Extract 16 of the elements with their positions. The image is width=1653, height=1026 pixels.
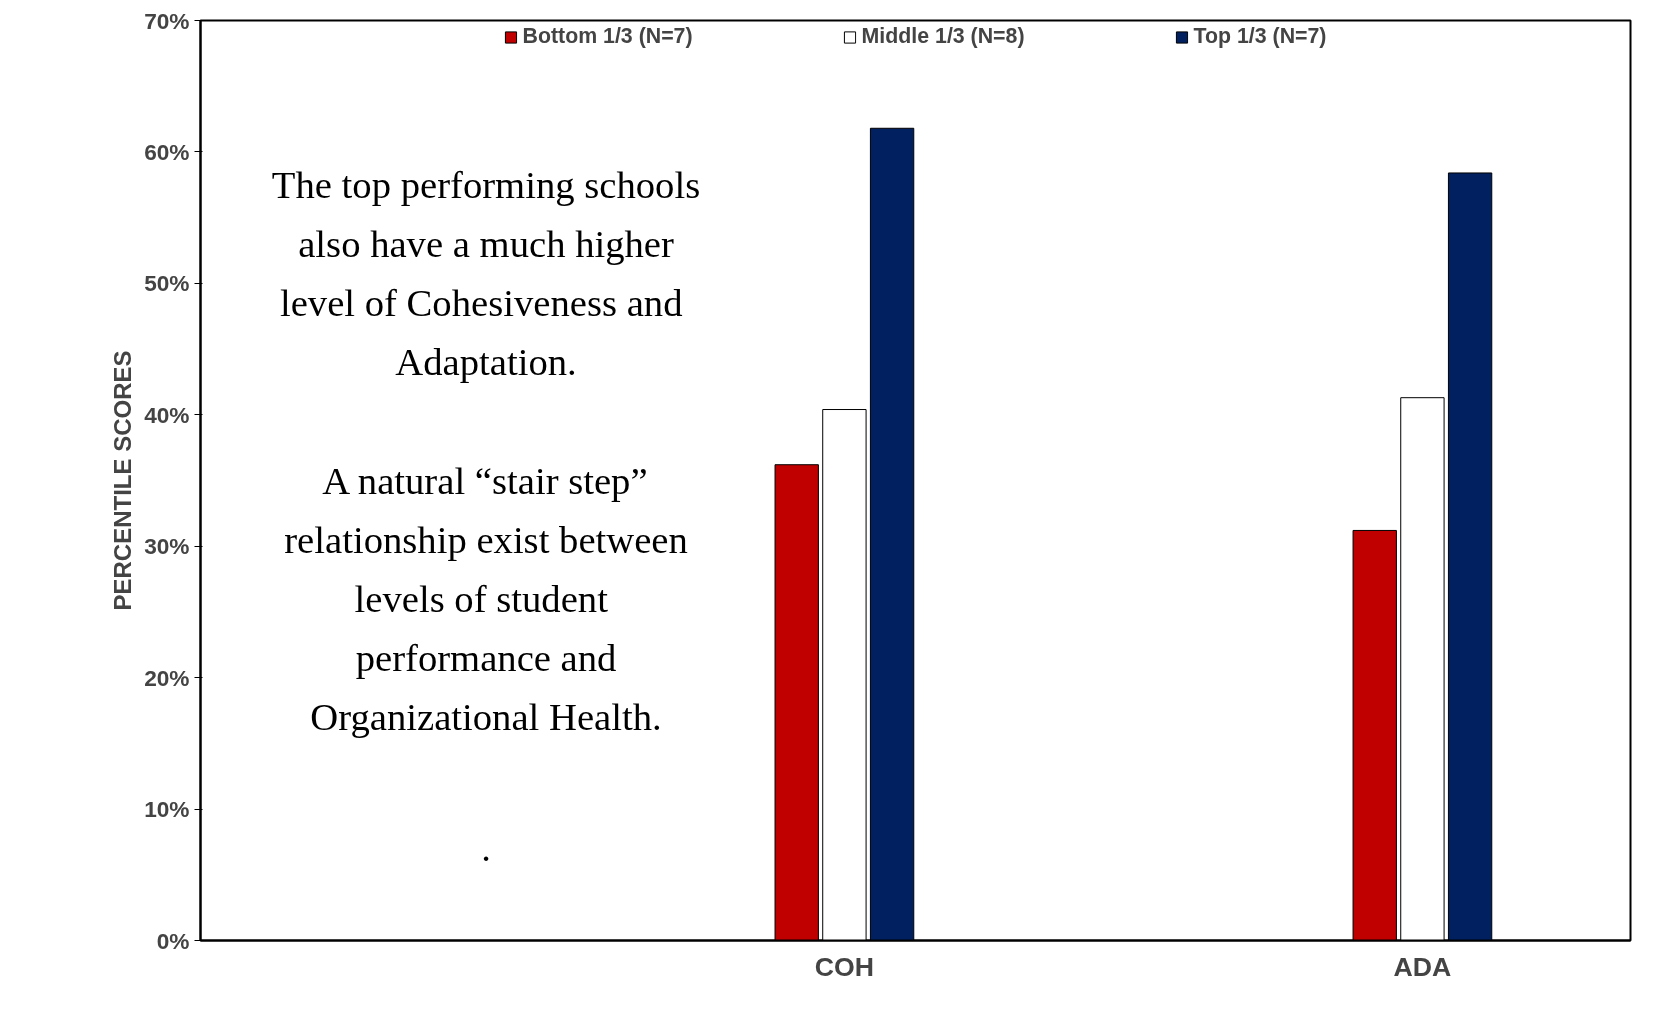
annotation: . [481, 827, 491, 869]
legend-label: Bottom 1/3 (N=7) [522, 24, 693, 49]
y-tick-label: 60% [144, 138, 190, 165]
y-axis-title: PERCENTILE SCORES [109, 350, 137, 611]
y-tick-label: 70% [144, 7, 190, 34]
legend-label: Top 1/3 (N=7) [1193, 24, 1327, 49]
y-tick-label: 10% [144, 796, 190, 823]
legend-label: Middle 1/3 (N=8) [861, 24, 1025, 49]
x-tick-label: ADA [1393, 951, 1452, 982]
y-tick-label: 30% [144, 533, 190, 560]
y-tick-label: 50% [144, 270, 190, 297]
y-tick-label: 40% [144, 401, 190, 428]
y-tick-label: 0% [156, 927, 190, 954]
x-tick-label: COH [814, 951, 875, 982]
text: The top performing schools also have a much higher level of Cohesiveness and Adaptation. A natural “stair step” relationship exist between levels of student performance and Organizational Health. [271, 163, 701, 739]
y-tick-label: 20% [144, 664, 190, 691]
